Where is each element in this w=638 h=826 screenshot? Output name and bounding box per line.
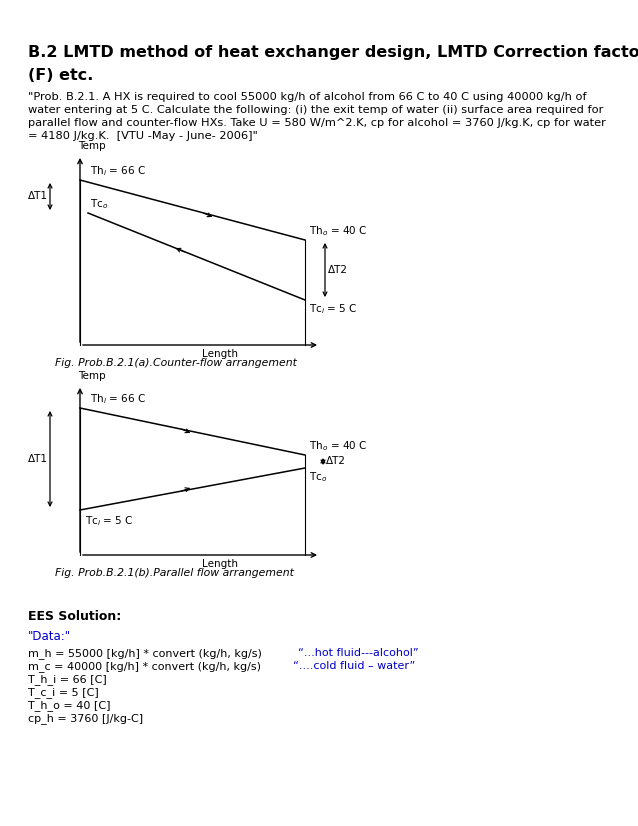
Text: Tc$_o$: Tc$_o$ <box>309 470 327 484</box>
Text: Temp: Temp <box>78 141 106 151</box>
Text: B.2 LMTD method of heat exchanger design, LMTD Correction factor: B.2 LMTD method of heat exchanger design… <box>28 45 638 60</box>
Text: cp_h = 3760 [J/kg-C]: cp_h = 3760 [J/kg-C] <box>28 713 143 724</box>
Text: Length: Length <box>202 349 238 359</box>
Text: m_c = 40000 [kg/h] * convert (kg/h, kg/s): m_c = 40000 [kg/h] * convert (kg/h, kg/s… <box>28 661 265 672</box>
Text: m_h = 55000 [kg/h] * convert (kg/h, kg/s): m_h = 55000 [kg/h] * convert (kg/h, kg/s… <box>28 648 269 659</box>
Text: Temp: Temp <box>78 371 106 381</box>
Text: Th$_i$ = 66 C: Th$_i$ = 66 C <box>90 392 146 406</box>
Text: Tc$_i$ = 5 C: Tc$_i$ = 5 C <box>85 514 133 528</box>
Text: water entering at 5 C. Calculate the following: (i) the exit temp of water (ii) : water entering at 5 C. Calculate the fol… <box>28 105 604 115</box>
Text: T_h_o = 40 [C]: T_h_o = 40 [C] <box>28 700 110 711</box>
Text: “...hot fluid---alcohol”: “...hot fluid---alcohol” <box>298 648 419 658</box>
Text: Th$_o$ = 40 C: Th$_o$ = 40 C <box>309 439 367 453</box>
Text: Th$_o$ = 40 C: Th$_o$ = 40 C <box>309 224 367 238</box>
Text: parallel flow and counter-flow HXs. Take U = 580 W/m^2.K, cp for alcohol = 3760 : parallel flow and counter-flow HXs. Take… <box>28 118 606 128</box>
Text: = 4180 J/kg.K.  [VTU -May - June- 2006]": = 4180 J/kg.K. [VTU -May - June- 2006]" <box>28 131 258 141</box>
Text: T_h_i = 66 [C]: T_h_i = 66 [C] <box>28 674 107 685</box>
Text: "Data:": "Data:" <box>28 630 71 643</box>
Text: Fig. Prob.B.2.1(a).Counter-flow arrangement: Fig. Prob.B.2.1(a).Counter-flow arrangem… <box>55 358 297 368</box>
Text: “....cold fluid – water”: “....cold fluid – water” <box>293 661 415 671</box>
Text: ΔT2: ΔT2 <box>326 456 346 466</box>
Text: EES Solution:: EES Solution: <box>28 610 121 623</box>
Text: (F) etc.: (F) etc. <box>28 68 93 83</box>
Text: T_c_i = 5 [C]: T_c_i = 5 [C] <box>28 687 99 698</box>
Text: Tc$_o$: Tc$_o$ <box>90 197 108 211</box>
Text: Tc$_i$ = 5 C: Tc$_i$ = 5 C <box>309 302 357 316</box>
Text: ΔT2: ΔT2 <box>328 265 348 275</box>
Text: ΔT1: ΔT1 <box>28 191 48 201</box>
Text: "Prob. B.2.1. A HX is required to cool 55000 kg/h of alcohol from 66 C to 40 C u: "Prob. B.2.1. A HX is required to cool 5… <box>28 92 586 102</box>
Text: Fig. Prob.B.2.1(b).Parallel flow arrangement: Fig. Prob.B.2.1(b).Parallel flow arrange… <box>55 568 294 578</box>
Text: Length: Length <box>202 559 238 569</box>
Text: Th$_i$ = 66 C: Th$_i$ = 66 C <box>90 164 146 178</box>
Text: ΔT1: ΔT1 <box>28 454 48 464</box>
